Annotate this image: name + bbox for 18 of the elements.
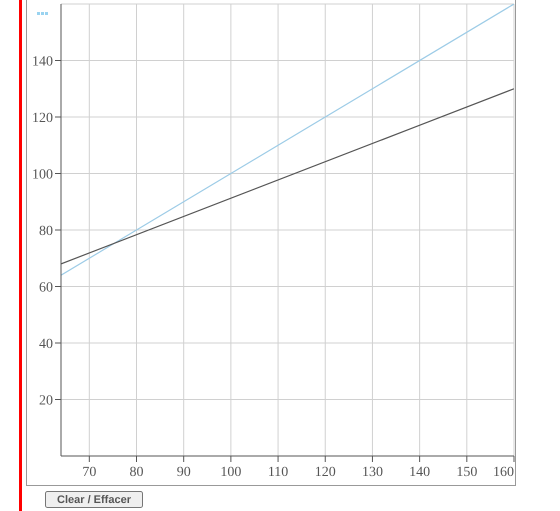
x-tick-label: 70 [82,465,96,480]
x-tick-label: 80 [130,465,144,480]
y-tick-label: 100 [32,167,53,182]
x-tick-label: 100 [220,465,242,480]
x-tick-label: 160 [493,465,514,480]
y-tick-label: 40 [39,336,53,352]
x-tick-label: 150 [456,465,478,480]
x-tick-label: 110 [268,465,288,480]
x-tick-label: 90 [176,465,191,480]
x-tick-label: 130 [362,465,383,480]
x-tick-label: 120 [314,465,336,480]
text: Clear / Effacer [45,491,143,508]
y-tick-label: 60 [39,280,53,296]
y-tick-label: 140 [32,54,53,70]
x-tick-label: 140 [409,465,430,480]
y-tick-label: 20 [39,393,53,408]
y-tick-label: 120 [32,110,53,126]
y-tick-label: 80 [39,224,53,239]
